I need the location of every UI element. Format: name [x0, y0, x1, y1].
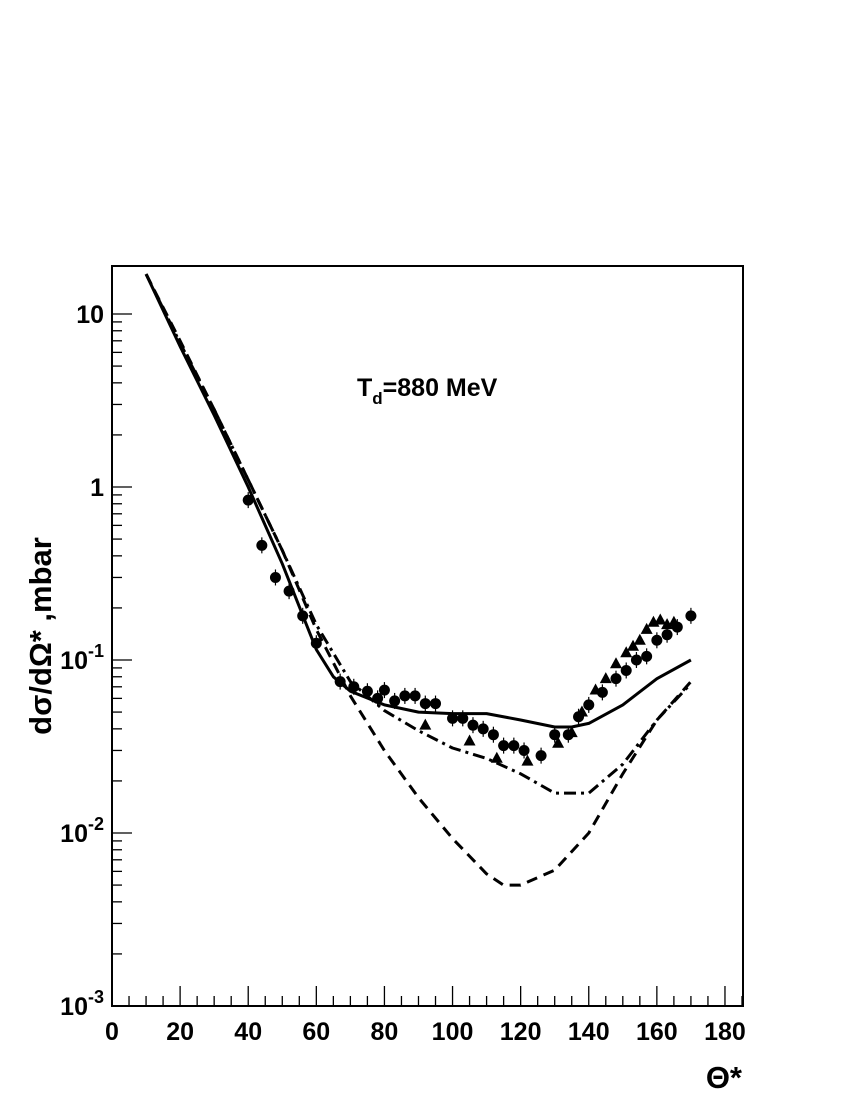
x-tick-label: 120 — [500, 1018, 542, 1046]
y-tick-exponent: -1 — [88, 641, 104, 661]
data-point-triangle — [565, 726, 578, 738]
x-tick-label: 40 — [234, 1018, 262, 1046]
data-point-triangle — [463, 734, 476, 746]
data-point-triangle — [575, 705, 588, 717]
data-point-circle — [457, 712, 469, 724]
y-axis-title: dσ/dΩ* ,mbar — [23, 537, 58, 735]
x-tick-label: 20 — [166, 1018, 194, 1046]
data-point-circle — [620, 664, 632, 676]
y-tick-base: 10 — [60, 820, 88, 848]
data-point-circle — [378, 684, 390, 696]
annotation-subscript: d — [372, 389, 382, 408]
x-tick-labels: 0 20 40 60 80 100 120 140 160 180 — [105, 1018, 746, 1046]
series-circles — [242, 492, 697, 764]
data-point-circle — [630, 654, 642, 666]
data-point-circle — [389, 695, 401, 707]
data-point-circle — [430, 698, 442, 710]
y-tick-exponent: -3 — [88, 987, 104, 1007]
data-point-circle — [535, 750, 547, 762]
data-point-circle — [661, 629, 673, 641]
data-point-circle — [419, 698, 431, 710]
data-point-circle — [651, 634, 663, 646]
y-tick-label: 1 — [90, 474, 104, 502]
x-axis-title: Θ* — [706, 1060, 743, 1095]
data-point-triangle — [640, 622, 653, 634]
x-tick-label: 60 — [302, 1018, 330, 1046]
data-point-circle — [310, 637, 322, 649]
y-tick-label: 10-3 — [60, 987, 104, 1021]
y-tick-base: 10 — [60, 993, 88, 1021]
y-tick-label: 10-2 — [60, 814, 104, 848]
data-point-circle — [334, 676, 346, 688]
data-point-circle — [348, 681, 360, 693]
annotation-rest: =880 MeV — [383, 374, 498, 402]
data-point-triangle — [654, 613, 667, 625]
data-point-triangle — [627, 639, 640, 651]
y-tick-base: 10 — [60, 647, 88, 675]
data-point-circle — [596, 686, 608, 698]
data-point-circle — [487, 729, 499, 741]
data-point-circle — [641, 650, 653, 662]
series-line-solid — [144, 273, 692, 729]
data-point-circle — [283, 585, 295, 597]
data-point-circle — [256, 539, 268, 551]
plot-frame — [111, 265, 744, 1007]
series-line-dash-dot — [144, 273, 692, 795]
data-point-triangle — [521, 754, 534, 766]
annotation-main: T — [357, 374, 372, 402]
data-point-triangle — [599, 672, 612, 684]
y-tick-label: 10 — [76, 301, 104, 329]
data-point-circle — [498, 740, 510, 752]
axis-ticks — [111, 313, 743, 1007]
y-tick-label: 10-1 — [60, 641, 104, 675]
data-point-triangle — [667, 615, 680, 627]
data-point-circle — [372, 692, 384, 704]
data-point-circle — [583, 699, 595, 711]
data-point-circle — [518, 744, 530, 756]
data-point-circle — [549, 729, 561, 741]
x-tick-label: 0 — [105, 1018, 119, 1046]
data-point-circle — [242, 494, 254, 506]
data-point-circle — [269, 571, 281, 583]
y-tick-exponent: -2 — [88, 814, 104, 834]
data-point-triangle — [589, 683, 602, 695]
series-triangles — [419, 613, 680, 766]
series-layer — [144, 273, 697, 887]
data-point-triangle — [419, 718, 432, 730]
series-line-dashed — [144, 273, 693, 887]
x-tick-label: 80 — [371, 1018, 399, 1046]
x-tick-label: 140 — [568, 1018, 610, 1046]
data-point-triangle — [490, 751, 503, 763]
x-tick-label: 160 — [636, 1018, 678, 1046]
data-point-circle — [409, 690, 421, 702]
data-point-triangle — [633, 633, 646, 645]
data-point-circle — [610, 673, 622, 685]
data-point-circle — [361, 685, 373, 697]
data-point-circle — [685, 610, 697, 622]
data-point-circle — [467, 719, 479, 731]
energy-annotation: Td=880 MeV — [357, 374, 498, 408]
data-point-triangle — [610, 657, 622, 669]
data-point-triangle — [620, 646, 633, 658]
data-point-circle — [297, 610, 309, 622]
x-tick-label: 100 — [432, 1018, 474, 1046]
data-point-circle — [399, 690, 411, 702]
data-point-circle — [477, 723, 489, 735]
data-point-circle — [508, 740, 520, 752]
data-point-circle — [447, 712, 459, 724]
data-point-triangle — [552, 736, 565, 748]
x-tick-label: 180 — [704, 1018, 746, 1046]
